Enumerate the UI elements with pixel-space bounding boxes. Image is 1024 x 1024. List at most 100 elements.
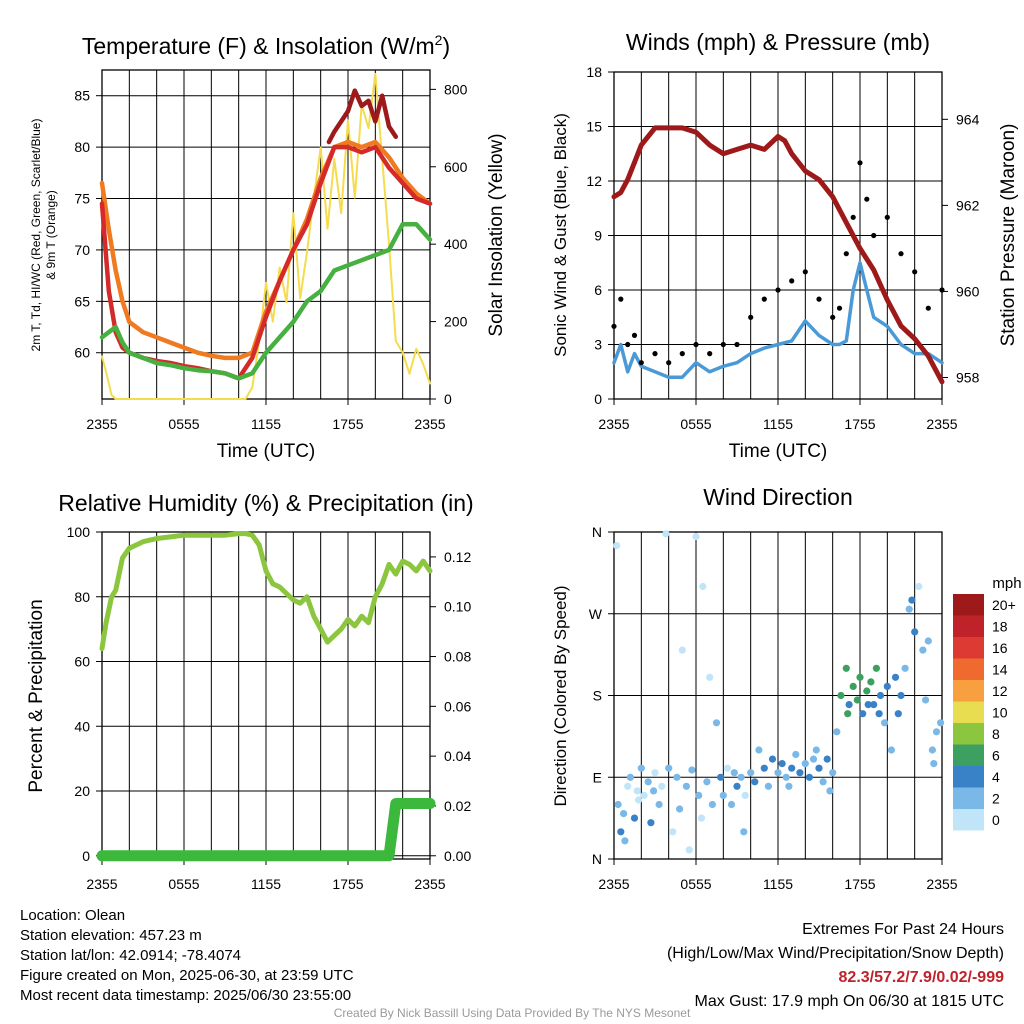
direction-point (815, 764, 823, 772)
legend-swatch (953, 787, 984, 809)
gust-point (864, 196, 870, 202)
series-line-rh (99, 531, 433, 652)
direction-point (712, 719, 721, 727)
series-line-pressure (611, 125, 945, 385)
y-axis-label: Sonic Wind & Gust (Blue, Black) (551, 113, 570, 357)
y2-tick-label: 0.04 (444, 748, 471, 764)
direction-point (876, 691, 885, 700)
legend-label: 20+ (992, 597, 1016, 613)
gust-point (802, 269, 808, 275)
direction-point (826, 787, 834, 795)
gust-point (707, 351, 713, 357)
x-tick-label: 1155 (251, 416, 281, 432)
direction-point (708, 800, 717, 809)
plot-frame (613, 71, 943, 400)
direction-point (740, 828, 748, 836)
gust-point (693, 341, 699, 348)
direction-point (833, 728, 841, 736)
x-axis-label: Time (UTC) (729, 441, 828, 462)
direction-point (792, 750, 800, 759)
gust-point (638, 360, 644, 366)
legend-swatch (953, 723, 984, 745)
direction-point (760, 764, 768, 772)
legend-label: 2 (992, 791, 1000, 807)
y2-tick-label: 960 (956, 283, 980, 299)
direction-point (887, 746, 896, 754)
gust-point (884, 214, 890, 220)
direction-point (908, 596, 916, 604)
y-tick-label: 18 (586, 64, 602, 80)
y-tick-label: W (589, 606, 603, 622)
direction-point (842, 664, 850, 672)
direction-point (856, 673, 864, 681)
direction-point (778, 760, 786, 768)
legend-swatch (953, 766, 984, 788)
gust-point (871, 232, 877, 239)
direction-point (930, 760, 938, 768)
y-tick-label: 20 (74, 783, 90, 799)
panel-1: 2355 0555 1155 1755 2355 60 65 70 75 80 85 0 200 400 6… (29, 32, 507, 462)
gust-point (761, 296, 767, 302)
gust-point (611, 323, 617, 329)
plot-frame (613, 531, 943, 860)
y-tick-label: E (593, 769, 602, 785)
gust-point (666, 360, 672, 366)
direction-point (872, 664, 881, 672)
direction-point (692, 532, 700, 541)
legend-label: 18 (992, 619, 1008, 635)
direction-point (717, 773, 725, 781)
x-tick-label: 2355 (86, 416, 117, 432)
direction-point (785, 782, 793, 790)
direction-point (617, 828, 625, 836)
x-tick-label: 1755 (332, 416, 363, 432)
extremes-title: Extremes For Past 24 Hours (802, 921, 1004, 938)
y-tick-label: 0 (82, 848, 90, 864)
y-tick-label: 6 (594, 282, 602, 298)
direction-point (864, 701, 872, 709)
y-tick-label: 80 (74, 139, 90, 155)
direction-point (640, 791, 648, 800)
direction-point (626, 773, 635, 781)
direction-point (635, 796, 643, 804)
direction-point (706, 673, 714, 681)
series-line-heat-index (326, 88, 399, 145)
direction-point (875, 710, 883, 718)
extremes-values: 82.3/57.2/7.9/0.02/-999 (838, 969, 1004, 986)
direction-point (823, 755, 831, 763)
direction-point (768, 755, 777, 763)
gust-point (843, 251, 849, 257)
direction-point (897, 691, 905, 700)
direction-point (881, 719, 889, 727)
gust-point (925, 305, 931, 311)
y-tick-label: 60 (74, 654, 90, 670)
x-tick-label: 1155 (251, 876, 281, 892)
chart-title: Relative Humidity (%) & Precipitation (i… (58, 490, 473, 516)
x-tick-label: 2355 (926, 876, 957, 892)
direction-point (676, 805, 684, 813)
x-tick-label: 1755 (332, 876, 363, 892)
direction-point (928, 746, 937, 754)
y2-tick-label: 600 (444, 159, 468, 175)
gust-point (857, 160, 863, 166)
recent-timestamp: Most recent data timestamp: 2025/06/30 2… (20, 987, 352, 1004)
y2-tick-label: 0.06 (444, 698, 471, 714)
direction-point (669, 828, 677, 836)
direction-point (853, 696, 861, 704)
gust-point (625, 341, 631, 348)
gust-point (789, 278, 795, 284)
direction-point (809, 755, 818, 763)
legend-label: 10 (992, 705, 1008, 721)
gust-point (912, 269, 918, 275)
gust-point (748, 314, 754, 320)
direction-point (891, 673, 900, 681)
y-tick-label: 100 (67, 524, 91, 540)
legend-swatch (953, 701, 984, 723)
direction-point (655, 800, 663, 809)
direction-point (915, 582, 923, 591)
y-tick-label: 9 (594, 228, 602, 244)
x-tick-label: 1755 (844, 416, 875, 432)
x-tick-label: 0555 (168, 876, 199, 892)
y2-tick-label: 0.12 (444, 549, 471, 565)
y2-tick-label: 0.02 (444, 798, 471, 814)
direction-point (764, 782, 773, 790)
